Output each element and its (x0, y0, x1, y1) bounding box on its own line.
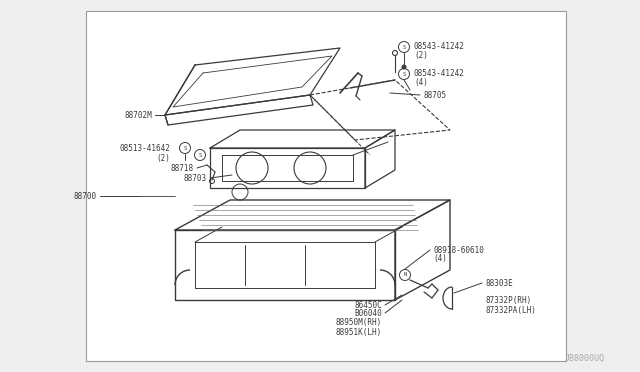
Text: 88705: 88705 (423, 90, 446, 99)
Text: 88703: 88703 (184, 173, 207, 183)
Text: 08918-60610: 08918-60610 (433, 246, 484, 254)
Text: 87332PA(LH): 87332PA(LH) (485, 305, 536, 314)
Text: (4): (4) (414, 77, 428, 87)
Text: 88702M: 88702M (124, 110, 152, 119)
Text: N: N (403, 273, 406, 278)
Text: 08543-41242: 08543-41242 (414, 42, 465, 51)
Text: 87332P(RH): 87332P(RH) (485, 295, 531, 305)
Text: S: S (403, 45, 406, 49)
Text: 88718: 88718 (171, 164, 194, 173)
Text: 88950M(RH): 88950M(RH) (336, 318, 382, 327)
Text: S: S (184, 145, 187, 151)
Text: 88951K(LH): 88951K(LH) (336, 328, 382, 337)
Text: 08543-41242: 08543-41242 (414, 68, 465, 77)
Text: 88303E: 88303E (485, 279, 513, 288)
Bar (86, 11, 566, 361)
Circle shape (402, 65, 406, 69)
Text: 86450C: 86450C (355, 301, 382, 310)
Text: S: S (403, 71, 406, 77)
Text: B06040: B06040 (355, 308, 382, 317)
Text: 88700: 88700 (74, 192, 97, 201)
Text: 08513-41642: 08513-41642 (119, 144, 170, 153)
Text: JB8000UQ: JB8000UQ (565, 353, 605, 362)
Text: S: S (198, 153, 202, 157)
Text: (2): (2) (414, 51, 428, 60)
Text: (2): (2) (156, 154, 170, 163)
Text: (4): (4) (433, 254, 447, 263)
